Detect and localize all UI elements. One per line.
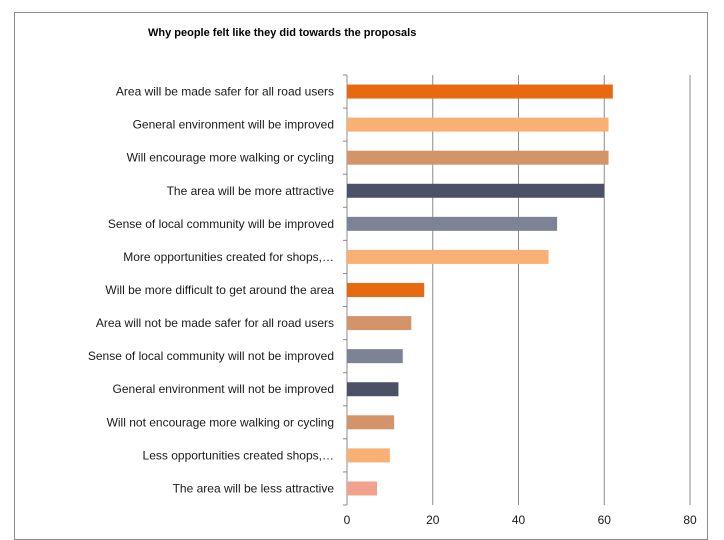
x-tick-label: 40: [512, 513, 526, 527]
category-label: The area will be less attractive: [173, 481, 335, 495]
bar-13: [347, 481, 378, 496]
category-label: More opportunities created for shops,…: [123, 250, 334, 264]
bar-9: [347, 349, 403, 364]
category-label: General environment will not be improved: [113, 382, 334, 396]
category-label: Area will not be made safer for all road…: [96, 316, 334, 330]
bar-7: [347, 283, 425, 297]
category-label: Will encourage more walking or cycling: [127, 151, 334, 165]
category-label: Area will be made safer for all road use…: [116, 85, 334, 99]
bar-4: [347, 183, 605, 198]
category-label: Sense of local community will not be imp…: [88, 349, 334, 363]
bar-8: [347, 316, 412, 331]
chart-title: Why people felt like they did towards th…: [148, 27, 417, 39]
x-tick-label: 20: [426, 513, 440, 527]
category-label: General environment will be improved: [133, 118, 334, 132]
category-label: Will not encourage more walking or cycli…: [107, 415, 334, 429]
category-label: Sense of local community will be improve…: [108, 217, 334, 231]
bar-6: [347, 249, 549, 264]
bar-10: [347, 382, 399, 397]
bar-1: [347, 84, 613, 99]
bar-3: [347, 150, 609, 165]
bar-11: [347, 415, 395, 430]
bar-5: [347, 216, 558, 231]
category-label: The area will be more attractive: [167, 184, 335, 198]
x-tick-label: 60: [598, 513, 612, 527]
bar-2: [347, 117, 609, 132]
category-label: Will be more difficult to get around the…: [105, 283, 334, 297]
x-tick-label: 0: [344, 513, 351, 527]
category-label: Less opportunities created shops,…: [143, 448, 334, 462]
bar-12: [347, 448, 390, 463]
x-tick-label: 80: [683, 513, 697, 527]
